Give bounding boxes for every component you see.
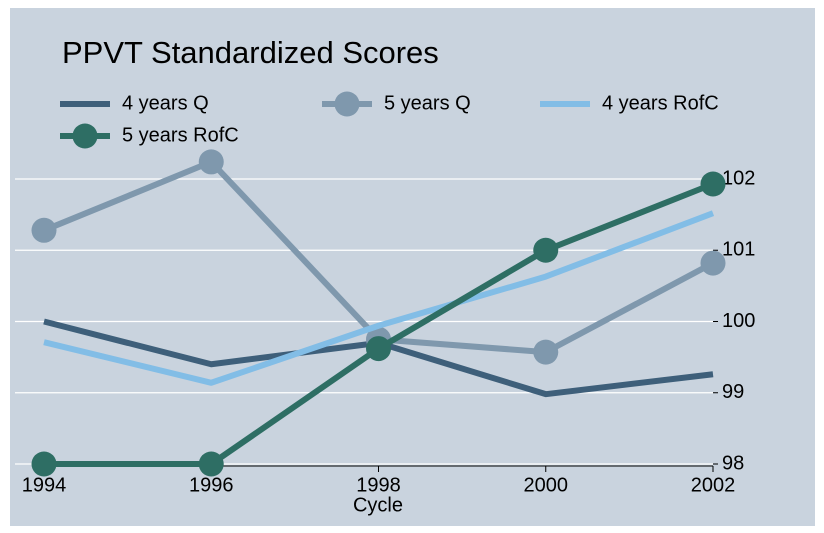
- x-tick-label: 1996: [189, 474, 234, 496]
- x-tick-label: 2000: [524, 474, 569, 496]
- data-point: [31, 217, 57, 243]
- legend-label: 5 years Q: [384, 92, 471, 114]
- data-point: [31, 451, 57, 477]
- legend-marker: [72, 123, 98, 149]
- data-point: [533, 339, 559, 365]
- legend-label: 5 years RofC: [122, 124, 239, 146]
- y-tick-label: 99: [722, 381, 744, 403]
- y-tick-label: 101: [722, 239, 755, 261]
- data-point: [198, 149, 224, 175]
- y-tick-label: 100: [722, 310, 755, 332]
- legend-marker: [334, 91, 360, 117]
- data-point: [533, 237, 559, 263]
- data-point: [700, 171, 726, 197]
- chart-title: PPVT Standardized Scores: [62, 35, 439, 70]
- x-tick-label: 1998: [356, 474, 401, 496]
- background: [10, 8, 815, 526]
- legend-label: 4 years Q: [122, 92, 209, 114]
- data-point: [366, 336, 391, 362]
- y-tick-label: 102: [722, 167, 755, 189]
- legend-label: 4 years RofC: [602, 92, 719, 114]
- y-tick-label: 98: [722, 452, 744, 474]
- data-point: [198, 451, 224, 477]
- x-tick-label: 2002: [691, 474, 736, 496]
- data-point: [700, 250, 726, 276]
- x-axis-label: Cycle: [353, 494, 403, 516]
- x-tick-label: 1994: [22, 474, 67, 496]
- series-line: [43, 210, 715, 386]
